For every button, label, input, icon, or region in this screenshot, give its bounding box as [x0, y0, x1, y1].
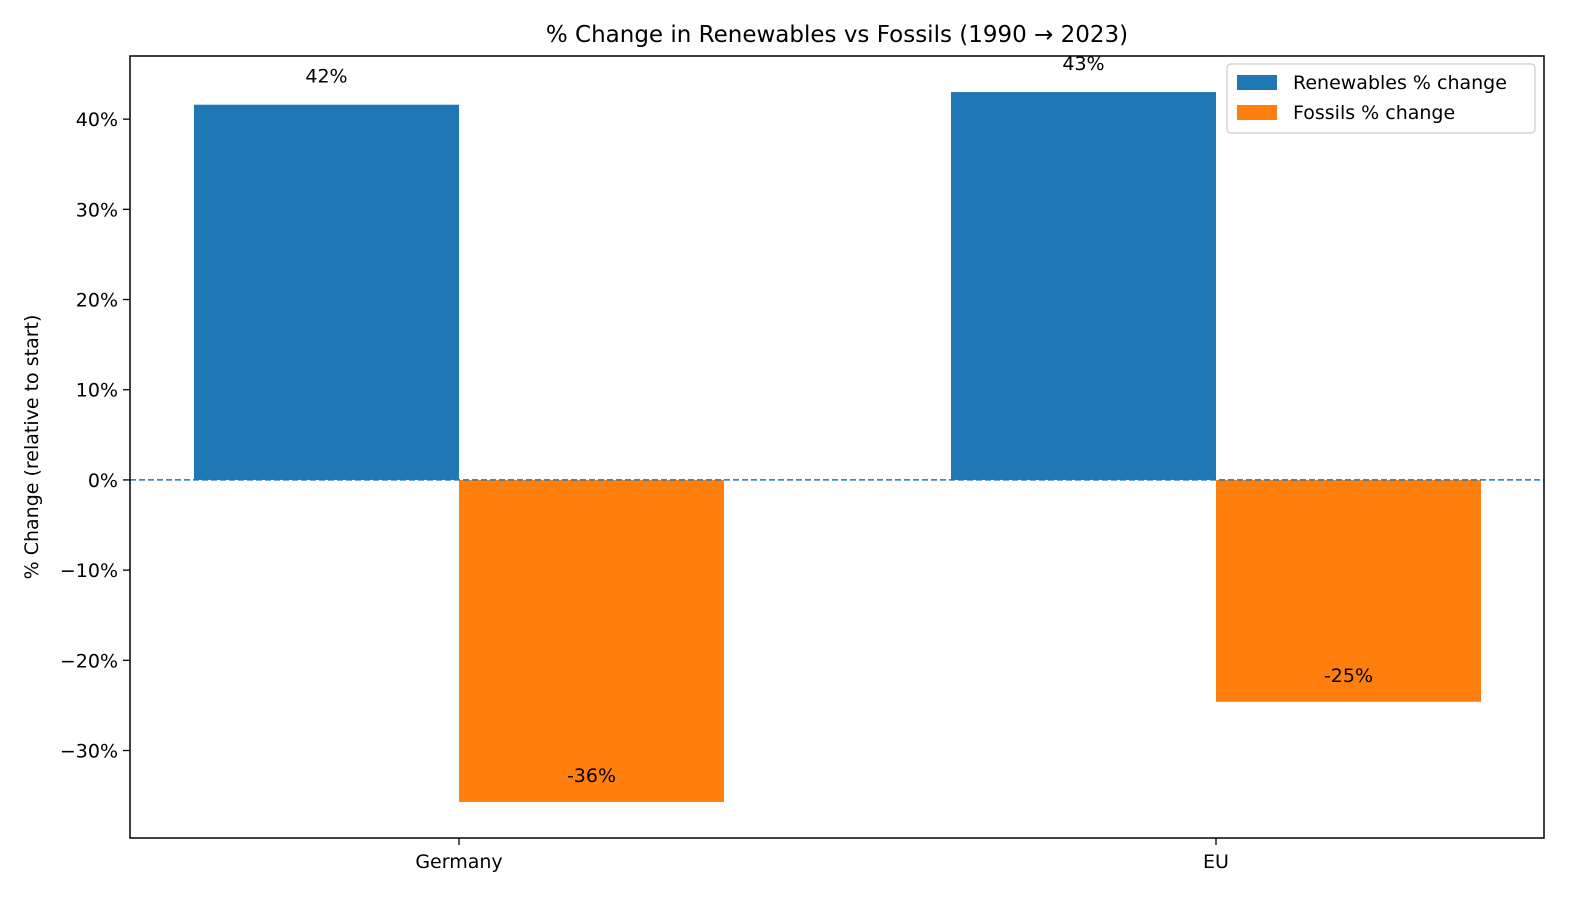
chart-title: % Change in Renewables vs Fossils (1990 … — [546, 22, 1128, 48]
bar-renewables-germany — [194, 104, 459, 480]
x-tick-label: EU — [1203, 851, 1229, 873]
y-tick-label: −20% — [60, 650, 118, 672]
bar-renewables-eu — [951, 92, 1216, 480]
y-axis-label: % Change (relative to start) — [21, 315, 43, 580]
bar-value-label: -25% — [1324, 665, 1373, 687]
bar-value-label: -36% — [567, 765, 616, 787]
legend-swatch — [1237, 105, 1277, 120]
bar-fossils-eu — [1216, 479, 1481, 702]
legend: Renewables % change Fossils % change — [1226, 63, 1536, 134]
bar-value-label: 42% — [305, 66, 347, 88]
plot-frame — [129, 55, 1545, 839]
legend-box — [1226, 63, 1536, 134]
y-tick-label: −30% — [60, 741, 118, 763]
y-tick-label: 10% — [76, 380, 118, 402]
x-tick-label: Germany — [415, 851, 502, 873]
legend-swatch — [1237, 75, 1277, 90]
legend-label: Renewables % change — [1293, 72, 1507, 94]
y-tick-label: −10% — [60, 560, 118, 582]
legend-label: Fossils % change — [1293, 102, 1455, 124]
y-tick-label: 0% — [88, 470, 118, 492]
plot-area: 42% 43% -36% -25% −30% −20% −10% 0% 10% 20% 30% 40%… — [60, 53, 1545, 873]
y-tick-label: 40% — [76, 109, 118, 131]
bar-fossils-germany — [459, 479, 724, 802]
y-tick-label: 20% — [76, 290, 118, 312]
y-tick-label: 30% — [76, 199, 118, 221]
bar-value-label: 43% — [1062, 53, 1104, 75]
